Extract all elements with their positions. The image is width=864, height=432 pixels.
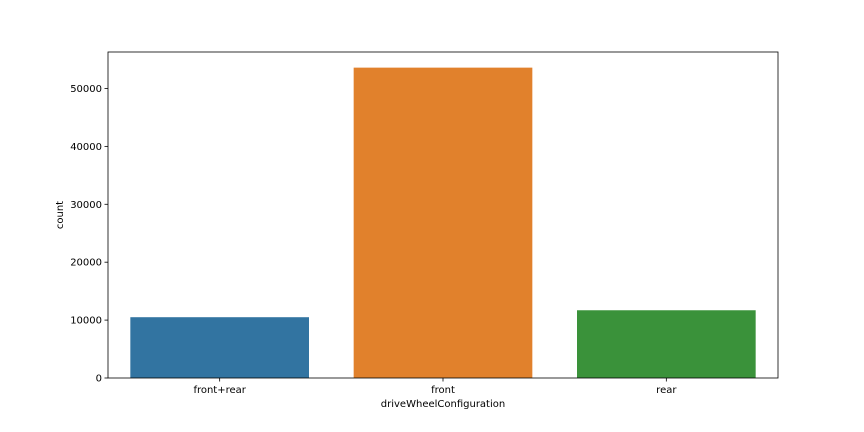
y-tick-label: 10000 [70, 316, 102, 327]
x-axis-ticks: front+rear front rear [193, 378, 677, 396]
bar-front [353, 67, 533, 379]
y-axis-label: count [55, 201, 66, 229]
y-tick-label: 20000 [70, 258, 102, 269]
x-tick-label: front+rear [193, 385, 246, 396]
bars-group [130, 67, 756, 379]
x-tick-label: rear [656, 385, 677, 396]
y-tick-label: 50000 [70, 84, 102, 95]
y-tick-label: 40000 [70, 142, 102, 153]
plot-frame [107, 51, 779, 379]
bar-front-rear [130, 317, 309, 378]
bar-rear [577, 310, 756, 378]
y-axis-ticks: 0 10000 20000 30000 40000 50000 [70, 84, 108, 385]
y-tick-label: 30000 [70, 200, 102, 211]
x-tick-label: front [431, 385, 455, 396]
y-tick-label: 0 [96, 374, 102, 385]
x-axis-label: driveWheelConfiguration [381, 399, 505, 410]
